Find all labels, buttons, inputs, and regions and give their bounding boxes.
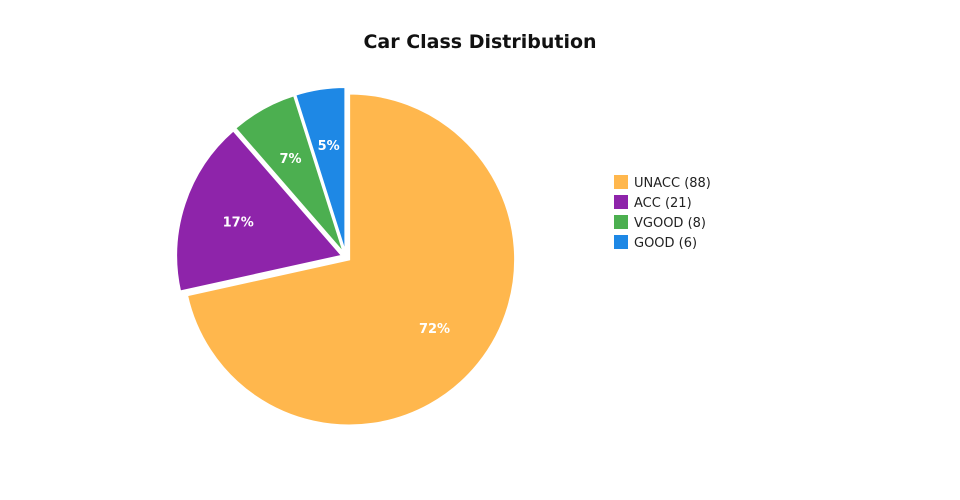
pie-slice-acc[interactable]	[175, 129, 345, 293]
pie-slice-labels: 72% 17% 7% 5%	[223, 139, 450, 337]
slice-label-acc: 17%	[223, 215, 254, 230]
legend-swatch-vgood[interactable]	[614, 215, 628, 229]
legend-label-vgood[interactable]: VGOOD (8)	[634, 216, 706, 231]
legend-label-unacc[interactable]: UNACC (88)	[634, 176, 711, 191]
legend-swatch-acc[interactable]	[614, 195, 628, 209]
pie-slice-good[interactable]	[294, 86, 347, 254]
slice-label-good: 5%	[318, 139, 340, 154]
legend: UNACC (88) ACC (21) VGOOD (8) GOOD (6)	[614, 175, 711, 251]
slice-label-unacc: 72%	[419, 322, 450, 337]
chart-title: Car Class Distribution	[363, 31, 596, 53]
slice-label-vgood: 7%	[279, 152, 301, 167]
pie-slice-vgood[interactable]	[233, 93, 345, 255]
legend-swatch-unacc[interactable]	[614, 175, 628, 189]
legend-label-acc[interactable]: ACC (21)	[634, 196, 692, 211]
legend-label-good[interactable]: GOOD (6)	[634, 236, 697, 251]
legend-swatch-good[interactable]	[614, 235, 628, 249]
pie-slice-unacc[interactable]	[185, 92, 517, 427]
pie-slices	[175, 86, 517, 427]
